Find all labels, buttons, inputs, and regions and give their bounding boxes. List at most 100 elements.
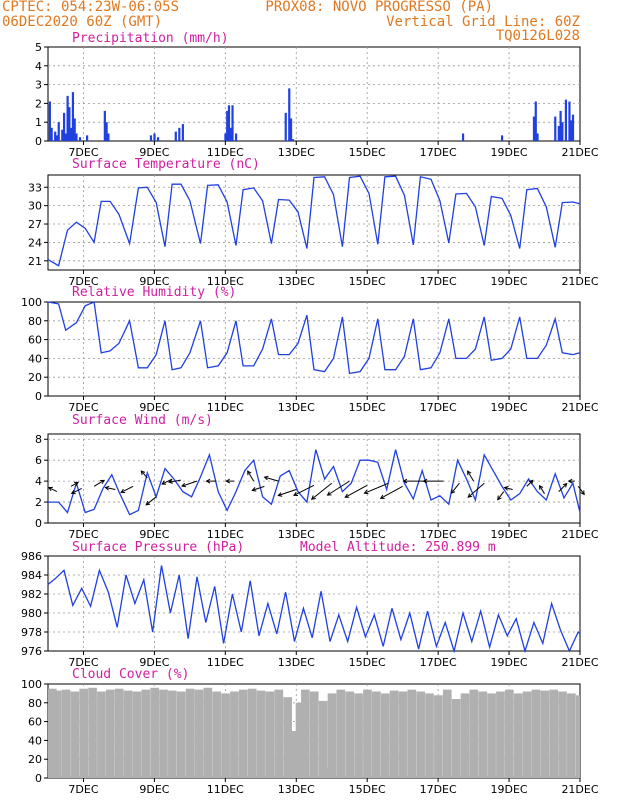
precip-bar [461,133,465,141]
cloud-ytick-label: 0 [35,772,42,785]
precip-bar [284,112,287,141]
cloud-ytick-label: 40 [28,734,42,747]
precip-bar [54,131,57,141]
cloud-bar [79,688,89,778]
cloud-bar [407,689,417,778]
cloud-bar [442,689,452,778]
precip-bar [62,112,66,141]
wind-arrow [526,479,534,487]
cloud-ytick-label: 20 [28,753,42,766]
header-model: TQ0126L028 [496,28,580,44]
wind-arrow [278,489,297,496]
wind-ytick-label: 8 [35,433,42,446]
rh-xtick-label: 15DEC [349,401,386,414]
temp-xtick-label: 11DEC [207,275,244,288]
wind-arrow [71,487,82,494]
wind-arrow-head [225,478,230,484]
wind-arrow [247,470,255,482]
cloud-bar [301,689,310,778]
cloud-bar [478,691,488,778]
wind-xtick-label: 13DEC [278,528,315,541]
pressure-xtick-label: 17DEC [420,656,457,669]
wind-arrow [252,485,265,491]
precip-bar [288,88,291,141]
wind-arrow [181,480,198,487]
wind-arrow-head [251,487,257,492]
precip-bar [178,127,181,141]
cloud-bar [212,691,222,778]
wind-arrow-head [326,491,332,496]
pressure-xtick-label: 19DEC [491,656,528,669]
wind-arrow [140,470,148,479]
precip-bar [64,133,67,141]
precip-xtick-label: 19DEC [491,146,528,159]
wind-arrow [451,482,460,494]
cloud-bar [88,687,97,778]
wind-arrow-head [161,480,167,485]
cloud-bar [416,691,425,778]
pressure-line [47,565,581,654]
cloud-bar [487,693,496,778]
wind-arrow-head [363,489,369,495]
cloud-bar [504,689,514,778]
pressure-xtick-label: 9DEC [139,656,169,669]
cloud-bar [425,693,434,778]
cloud-bar [105,689,115,778]
wind-arrow-head [247,470,252,476]
cloud-bar [48,688,57,778]
cloud-bar [141,689,151,778]
pressure-annotation: Model Altitude: 250.899 m [300,540,496,555]
precip-xtick-label: 21DEC [561,146,598,159]
cloud-bar [575,695,580,778]
wind-arrow-head [181,482,186,488]
wind-arrow-head [467,493,473,498]
panels: Precipitation (mm/h) 0 1 2 3 4 5 7DEC 9DEC 11DEC 1… [21,31,599,796]
cloud-bar [295,702,305,778]
precip-bar [61,129,64,141]
precip-bar [86,135,89,141]
wind-arrow [558,483,568,492]
wind-arrow [70,481,79,487]
wind-arrow-head [344,493,350,498]
precip-bar [71,92,75,141]
wind-arrow-head [567,478,573,484]
cloud-bar [274,689,284,778]
cloud-bar [114,688,124,778]
wind-arrow [120,485,134,493]
wind-arrow [311,482,333,500]
precip-bar [561,122,564,141]
cloud-bar [531,689,541,778]
wind-frame [47,433,581,524]
rh-frame [47,301,581,397]
header-location: CPTEC: 054:23W-06:05S [2,0,179,15]
wind-arrow-head [120,488,126,493]
pressure-xtick-label: 13DEC [278,656,315,669]
cloud-panel: Cloud Cover (%) 0 20 40 60 80 100 7DEC 9DEC 11DEC… [21,667,599,796]
wind-arrow-head [310,495,316,500]
cloud-bar [354,693,363,778]
precip-bar [107,133,110,141]
wind-arrow [467,470,475,482]
precip-bar [68,107,71,141]
wind-arrow [467,482,485,498]
rh-xtick-label: 13DEC [278,401,315,414]
pressure-ytick-label: 982 [21,588,42,601]
rh-xtick-label: 21DEC [561,401,598,414]
cloud-bar [371,691,381,778]
precip-bar [564,99,568,141]
cloud-bar [327,693,337,778]
rh-line [47,301,581,375]
wind-arrow-head [100,479,105,485]
header-grid-line: Vertical Grid Line: 60Z [386,14,580,30]
wind-arrow-head [263,475,269,481]
temp-ytick-label: 27 [28,218,42,231]
pressure-xtick-label: 11DEC [207,656,244,669]
wind-arrow-head [562,482,568,488]
cloud-xtick-label: 19DEC [491,783,528,796]
pressure-ytick-label: 976 [21,645,42,658]
wind-arrow-head [145,500,151,506]
precip-bar [559,110,562,141]
precip-bar [554,116,557,141]
rh-xtick-label: 11DEC [207,401,244,414]
